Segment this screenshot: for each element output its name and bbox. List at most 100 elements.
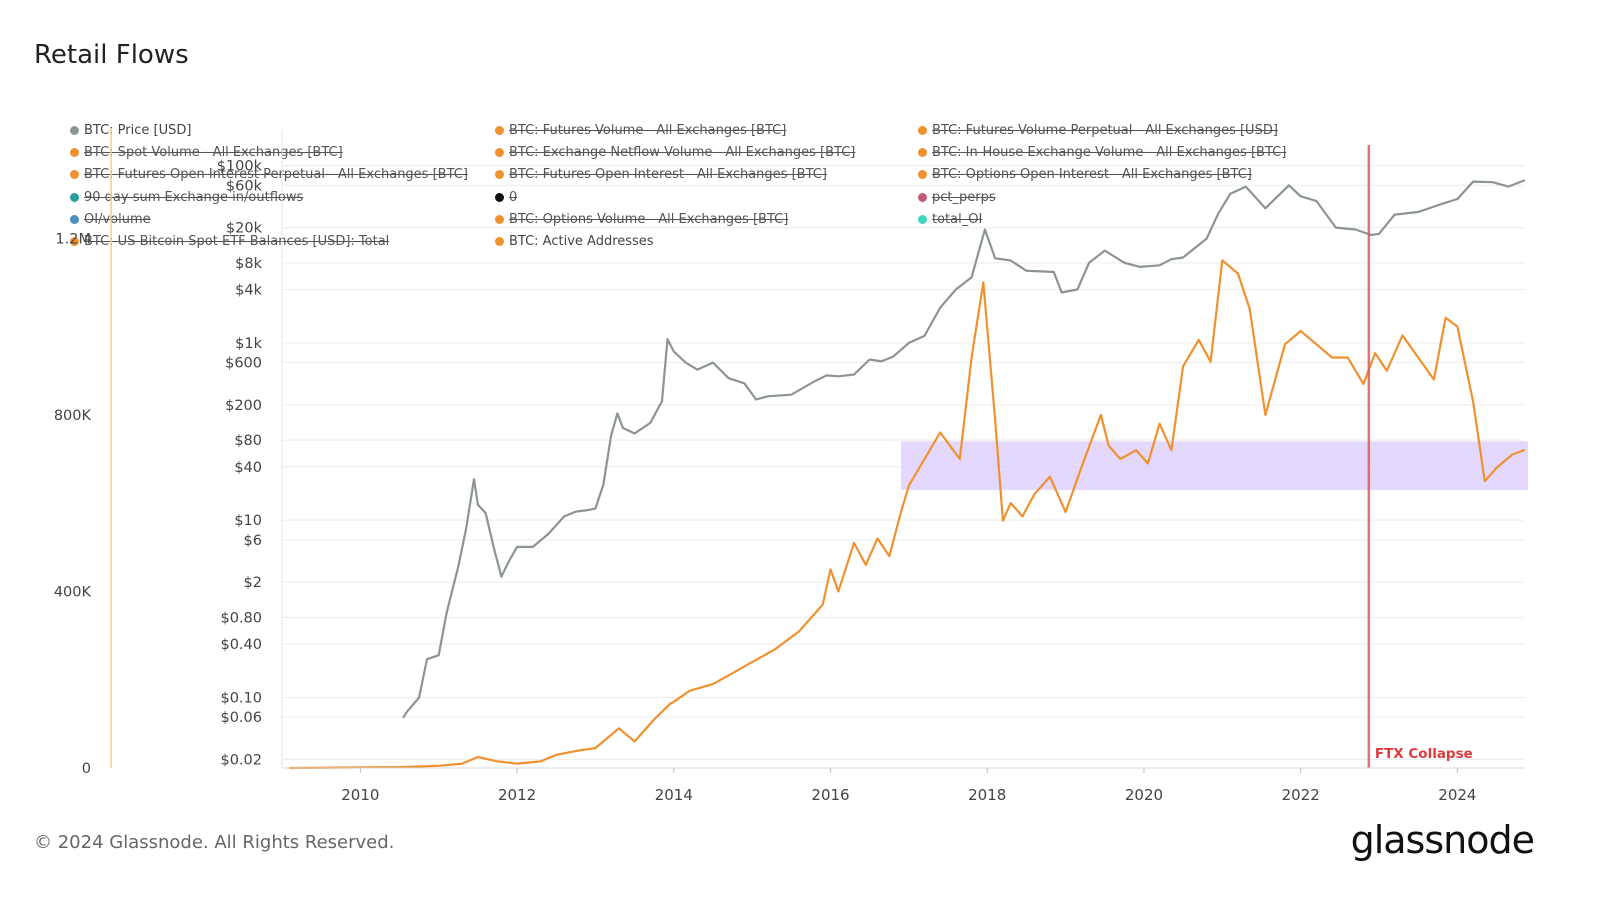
active-addresses-point [578,749,581,752]
shaded-region-layer [901,441,1528,490]
btc-price-point [755,398,757,401]
btc-price-point [1264,207,1267,210]
btc-price-point [575,510,577,513]
btc-price-point [616,412,619,415]
left-tick-label: 400K [54,584,92,600]
active-addresses-point [1182,365,1184,368]
legend-item[interactable]: BTC: Options Open Interest - All Exchang… [918,167,1252,182]
legend-item[interactable]: BTC: US Bitcoin Spot ETF Balances [USD]:… [70,234,389,249]
legend-dot-icon [495,148,504,158]
legend-dot-icon [918,148,927,158]
legend-item[interactable]: BTC: Spot Volume - All Exchanges [BTC] [70,145,343,160]
btc-price-point [1315,200,1318,202]
legend-label: BTC: US Bitcoin Spot ETF Balances [USD]:… [84,234,390,249]
btc-price-point [633,432,636,435]
active-addresses-point [516,762,518,765]
btc-price-point [516,546,518,548]
legend-item[interactable]: BTC: Futures Volume - All Exchanges [BTC… [495,123,786,138]
active-addresses-point [1401,334,1404,337]
legend-item[interactable]: BTC: Options Volume - All Exchanges [BTC… [495,212,788,227]
active-addresses-point [1495,467,1498,469]
legend-dot-icon [70,126,79,135]
active-addresses-point [970,356,973,359]
btc-price-point [684,361,687,364]
legend-item[interactable]: total_OI [918,212,982,227]
active-addresses-point [1248,308,1251,310]
active-addresses-point [672,700,675,703]
price-tick-label: $0.06 [220,710,262,726]
copyright-footer: © 2024 Glassnode. All Rights Reserved. [34,832,395,853]
legend-item[interactable]: 90 day sum Exchange in/outflows [70,190,303,205]
legend-label: BTC: Exchange Netflow Volume - All Excha… [509,145,856,161]
btc-price-point [1076,288,1079,291]
btc-price-point [547,533,550,535]
legend-item[interactable]: BTC: Active Addresses [495,234,654,249]
btc-price-point [939,306,942,309]
legend-dot-icon [918,126,927,135]
active-addresses-point [1021,515,1024,518]
legend-dot-icon [70,170,79,180]
price-tick-label: $600 [225,356,262,372]
x-tick-label: 2010 [341,786,379,804]
legend-item[interactable]: BTC: In-House Exchange Volume - All Exch… [918,145,1286,160]
btc-price-point [837,375,840,378]
x-tick-label: 2022 [1282,786,1320,804]
active-addresses-point [735,670,738,672]
legend-item[interactable]: BTC: Futures Volume Perpetual - All Exch… [918,123,1278,138]
legend-item[interactable]: OI/volume [70,212,151,227]
active-addresses-point [437,764,440,767]
active-addresses-point [864,564,867,566]
btc-price-point [426,658,428,661]
active-addresses-point [1444,316,1447,319]
btc-price-point [1060,291,1063,294]
legend-label: OI/volume [84,211,151,227]
legend-label: BTC: In-House Exchange Volume - All Exch… [932,145,1287,161]
active-addresses-point [1456,325,1459,328]
active-addresses-point [1009,502,1012,504]
legend-item[interactable]: BTC: Price [USD] [70,123,191,138]
legend-item[interactable]: BTC: Exchange Netflow Volume - All Excha… [495,145,855,160]
ftx-collapse-label: FTX Collapse [1375,746,1473,762]
btc-price-point [1523,179,1525,182]
btc-price-point [1354,228,1357,231]
active-addresses-point [888,555,891,557]
btc-price-point [984,228,986,231]
legend-label: BTC: Spot Volume - All Exchanges [BTC] [84,145,343,161]
x-tick-label: 2012 [498,786,536,804]
event-layer: FTX Collapse [1367,145,1473,768]
active-addresses-point [939,431,942,434]
legend-item[interactable]: BTC: Futures Open Interest Perpetual - A… [70,167,468,182]
legend-dot-icon [495,237,504,246]
legend-dot-icon [495,170,504,180]
btc-price-point [790,393,793,396]
legend-label: BTC: Active Addresses [509,234,654,249]
active-addresses-point [688,689,691,692]
active-addresses-point [982,281,985,284]
btc-price-point [1417,211,1420,213]
active-addresses-point [1002,520,1004,522]
btc-price-point [1103,249,1106,252]
glassnode-logo[interactable]: glassnode [1350,818,1535,862]
active-addresses-point [837,590,840,593]
shaded-region [901,441,1528,490]
grid-layer [110,128,1524,768]
legend-item[interactable]: 0 [495,190,517,205]
legend-label: BTC: Options Open Interest - All Exchang… [932,167,1252,183]
active-addresses-point [477,756,479,758]
active-addresses-point [959,458,961,460]
active-addresses-point [1315,343,1318,346]
active-addresses-point [774,648,777,650]
active-addresses-point [1299,330,1302,332]
legend-label: BTC: Futures Open Interest - All Exchang… [509,167,827,183]
btc-price-line [402,179,1526,719]
btc-price-point [825,374,828,377]
active-addresses-point [1523,449,1525,451]
btc-price-point [457,565,460,568]
active-addresses-point [539,760,542,763]
price-tick-label: $0.80 [220,610,262,626]
legend-dot-icon [495,192,504,202]
btc-price-point [477,503,479,506]
legend-item[interactable]: pct_perps [918,190,996,205]
legend-item[interactable]: BTC: Futures Open Interest - All Exchang… [495,167,827,182]
